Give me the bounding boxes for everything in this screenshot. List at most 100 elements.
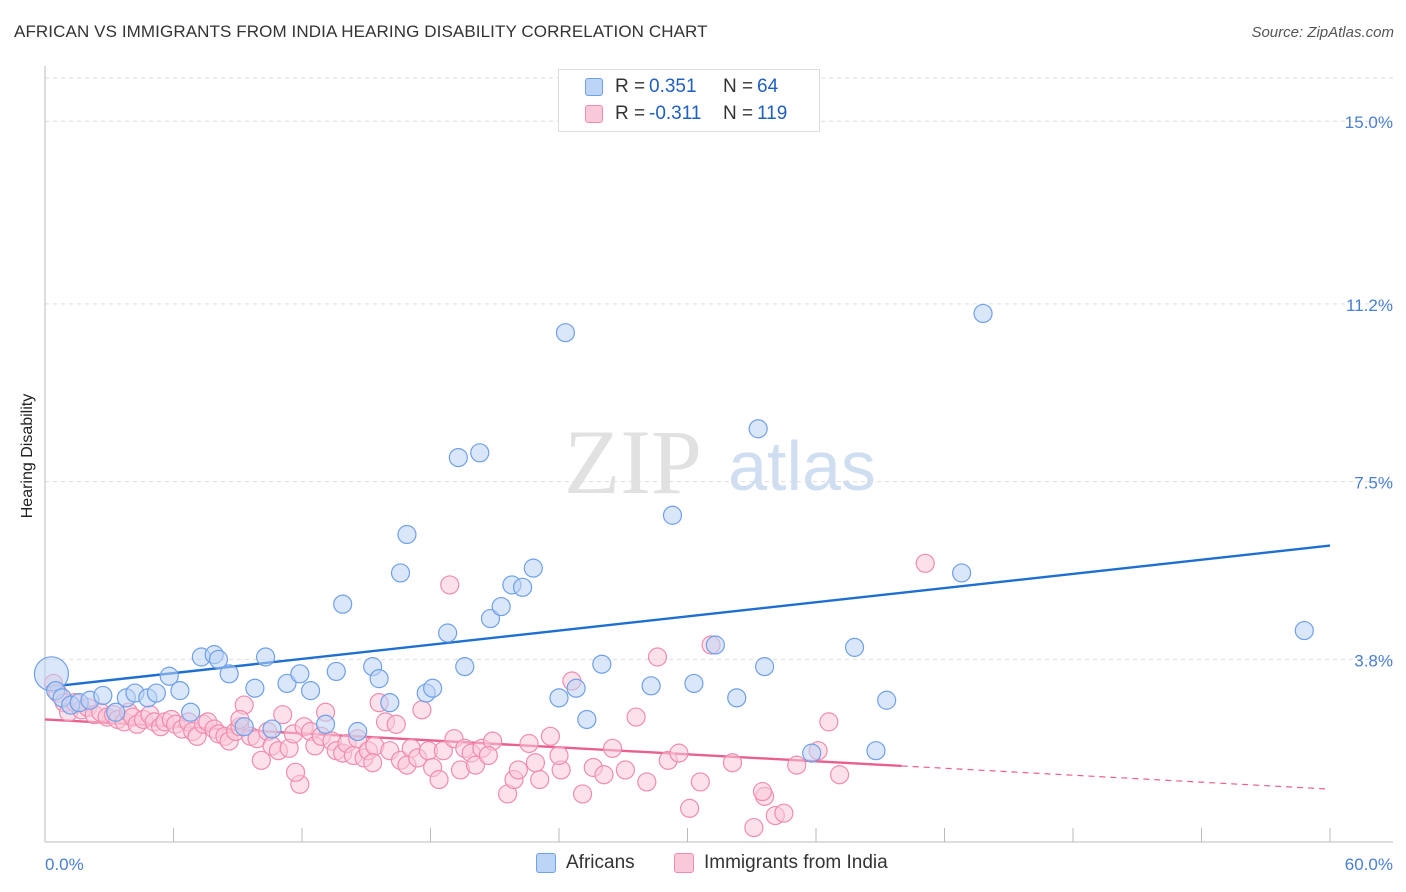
africans-point [641, 676, 661, 696]
n-label: N = [723, 76, 754, 97]
india-point [819, 712, 839, 732]
india-point [285, 762, 306, 782]
chart-title: AFRICAN VS IMMIGRANTS FROM INDIA HEARING… [14, 22, 708, 41]
africans-point [380, 693, 400, 713]
india-point [572, 784, 593, 804]
africans-point [262, 719, 282, 739]
r-value: 0.351 [649, 76, 697, 97]
axes [44, 66, 1393, 843]
india-point [787, 755, 807, 775]
y-tick-label: 15.0% [1345, 113, 1393, 132]
africans-point [512, 577, 533, 597]
watermark-atlas: atlas [728, 427, 876, 505]
africans-point [577, 709, 597, 730]
africans-trend-line [44, 544, 1331, 689]
africans-point [973, 303, 993, 324]
africans-point [662, 505, 683, 525]
stats-row-india: R = -0.311 N = 119 [585, 101, 787, 127]
india-point [429, 769, 449, 790]
legend-item-india[interactable]: Immigrants from India [674, 852, 888, 874]
india-point [530, 769, 550, 790]
stats-legend: R = 0.351 N = 64 R = -0.311 N = 119 [558, 69, 820, 132]
legend-label-india: Immigrants from India [704, 852, 888, 873]
india-point [669, 743, 689, 763]
legend-label-africans: Africans [566, 852, 635, 873]
tick-labels: 3.8% 7.5% 11.2% 15.0% 0.0% 60.0% [45, 113, 1393, 874]
africans-point [455, 657, 475, 677]
africans-point [277, 673, 297, 694]
india-point [440, 575, 460, 595]
india-point [525, 753, 546, 773]
grid-lines [45, 77, 1393, 660]
india-point [774, 803, 794, 823]
watermark-zip: ZIP [564, 411, 702, 513]
india-legend-swatch [674, 853, 694, 873]
africans-point [369, 669, 389, 689]
africans-point [423, 678, 443, 698]
india-point [615, 760, 635, 780]
india-trend-line-extension [901, 765, 1331, 790]
africans-point [315, 714, 336, 734]
stats-row-africans: R = 0.351 N = 64 [585, 74, 778, 100]
india-point [915, 553, 935, 573]
africans-point [491, 596, 511, 617]
africans-point [844, 637, 865, 657]
data-points [33, 303, 1314, 838]
africans-point [555, 323, 576, 343]
x-tick-label-min: 0.0% [45, 855, 84, 874]
india-point [251, 750, 271, 770]
y-tick-label: 3.8% [1354, 651, 1393, 670]
r-label: R = [615, 103, 646, 124]
y-tick-label: 7.5% [1354, 474, 1393, 493]
africans-point [754, 657, 775, 677]
africans-point [255, 647, 276, 667]
watermark: ZIP atlas [564, 411, 876, 513]
india-point [386, 714, 406, 734]
africans-point [877, 690, 897, 710]
africans-point [523, 558, 543, 578]
india-point [478, 745, 498, 766]
india-point [680, 798, 700, 818]
india-point [549, 745, 569, 766]
africans-point [219, 664, 239, 684]
india-point [465, 755, 486, 775]
africans-point [390, 563, 411, 583]
india-point [273, 705, 293, 725]
india-point [647, 647, 668, 667]
india-point [519, 733, 539, 754]
africans-point [705, 635, 725, 655]
africans-point [300, 681, 321, 701]
india-point [363, 753, 383, 773]
africans-point [470, 443, 490, 463]
africans-point [348, 721, 368, 742]
africans-point [290, 664, 310, 684]
africans-swatch [585, 78, 603, 96]
africans-point [170, 681, 190, 701]
india-point [433, 741, 453, 761]
r-value: -0.311 [649, 103, 702, 124]
africans-point [566, 678, 586, 698]
africans-point [549, 688, 569, 708]
africans-point [748, 419, 768, 439]
africans-point [438, 623, 458, 643]
india-point [594, 765, 614, 785]
india-swatch [585, 105, 603, 123]
india-point [602, 738, 623, 758]
africans-point [448, 447, 468, 468]
india-point [412, 700, 432, 720]
india-point [626, 707, 646, 727]
r-label: R = [615, 76, 646, 97]
africans-point [866, 741, 886, 761]
india-point [690, 772, 710, 792]
africans-point [333, 594, 353, 614]
africans-point [952, 563, 972, 583]
africans-point [208, 649, 229, 670]
india-point [722, 753, 743, 773]
legend-item-africans[interactable]: Africans [536, 852, 635, 874]
africans-point [146, 683, 166, 703]
source-label: Source: ZipAtlas.com [1251, 24, 1394, 41]
africans-legend-swatch [536, 853, 556, 873]
africans-point [802, 743, 822, 763]
india-point [540, 726, 561, 746]
